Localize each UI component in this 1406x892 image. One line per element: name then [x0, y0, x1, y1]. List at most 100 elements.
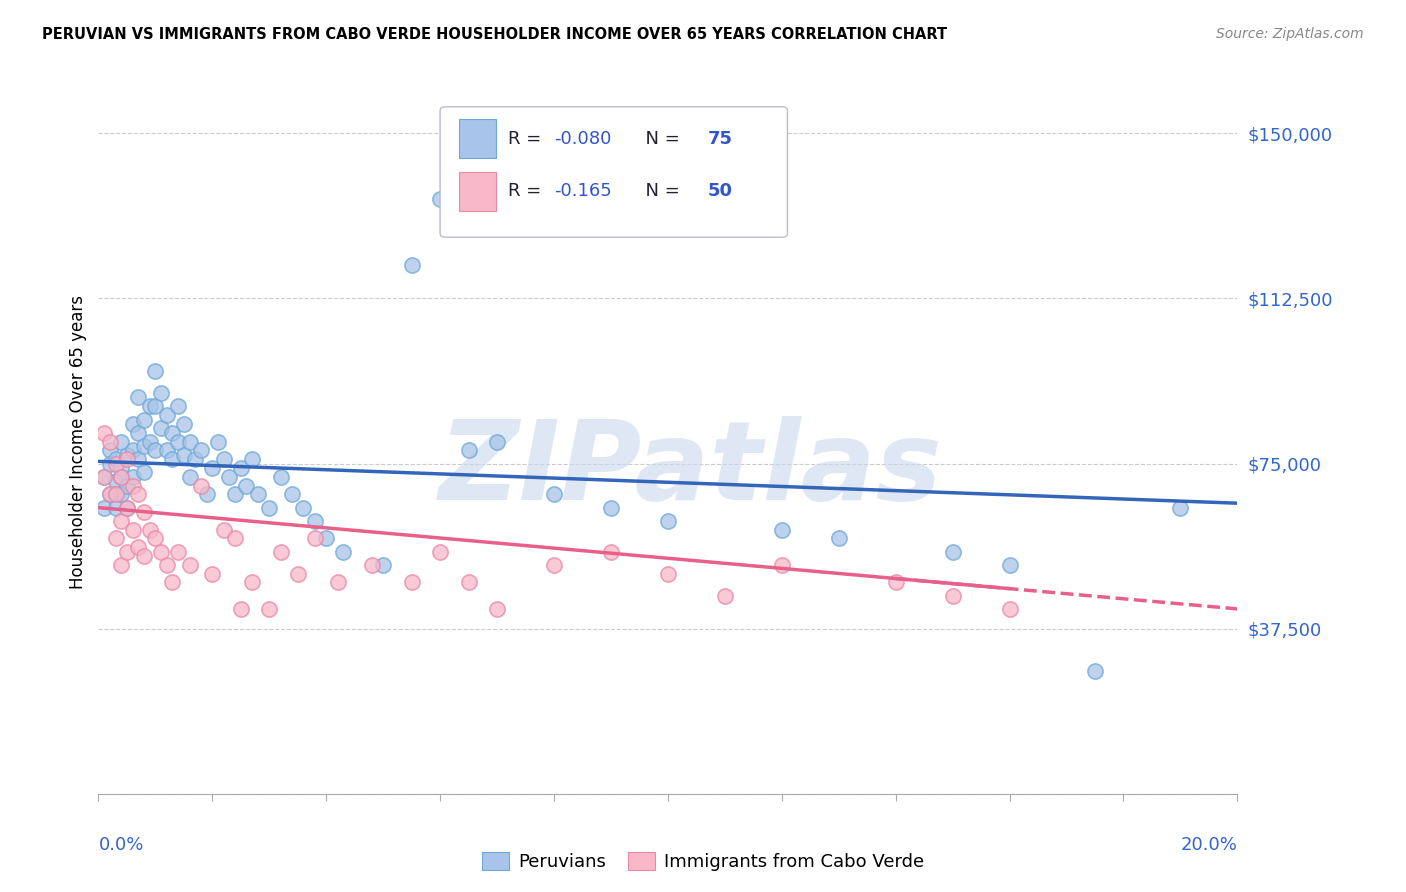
Point	[281, 487, 304, 501]
Point	[110, 434, 132, 449]
Text: 0.0%: 0.0%	[98, 836, 143, 854]
Bar	[460, 120, 496, 158]
Point	[657, 514, 679, 528]
Text: R =: R =	[509, 129, 547, 147]
FancyBboxPatch shape	[440, 107, 787, 237]
Point	[121, 469, 143, 483]
Point	[240, 575, 263, 590]
Point	[486, 434, 509, 449]
Point	[224, 487, 246, 501]
Point	[457, 575, 479, 590]
Point	[315, 532, 337, 546]
Point	[287, 566, 309, 581]
Point	[179, 469, 201, 483]
Point	[98, 457, 121, 471]
Point	[201, 566, 224, 581]
Point	[110, 469, 132, 483]
Point	[145, 400, 167, 414]
Point	[429, 192, 451, 206]
Point	[132, 505, 155, 519]
Point	[98, 434, 121, 449]
Legend: Peruvians, Immigrants from Cabo Verde: Peruvians, Immigrants from Cabo Verde	[475, 845, 931, 879]
Point	[167, 544, 190, 558]
Point	[93, 500, 115, 515]
Point	[270, 469, 292, 483]
Point	[246, 487, 269, 501]
Point	[98, 487, 121, 501]
Point	[360, 558, 382, 572]
Point	[942, 589, 965, 603]
Point	[145, 364, 167, 378]
Point	[104, 487, 127, 501]
Text: -0.165: -0.165	[554, 182, 612, 201]
Point	[173, 417, 195, 431]
Point	[115, 500, 138, 515]
Point	[373, 558, 395, 572]
Point	[229, 461, 252, 475]
Point	[115, 544, 138, 558]
Point	[1084, 664, 1107, 678]
Point	[304, 532, 326, 546]
Point	[110, 514, 132, 528]
Point	[115, 478, 138, 492]
Point	[600, 500, 623, 515]
Point	[132, 549, 155, 563]
Point	[156, 408, 179, 422]
Point	[110, 558, 132, 572]
Point	[162, 452, 184, 467]
Point	[115, 500, 138, 515]
Point	[110, 487, 132, 501]
Text: N =: N =	[634, 182, 685, 201]
Point	[104, 474, 127, 488]
Point	[115, 448, 138, 462]
Y-axis label: Householder Income Over 65 years: Householder Income Over 65 years	[69, 294, 87, 589]
Point	[235, 478, 257, 492]
Point	[145, 443, 167, 458]
Point	[121, 443, 143, 458]
Point	[121, 478, 143, 492]
Point	[195, 487, 218, 501]
Point	[218, 469, 240, 483]
Point	[212, 523, 235, 537]
Point	[486, 602, 509, 616]
Point	[657, 566, 679, 581]
Bar	[460, 172, 496, 211]
Point	[770, 523, 793, 537]
Point	[132, 412, 155, 426]
Point	[600, 544, 623, 558]
Point	[332, 544, 354, 558]
Point	[132, 439, 155, 453]
Point	[138, 400, 160, 414]
Point	[145, 532, 167, 546]
Point	[770, 558, 793, 572]
Point	[828, 532, 851, 546]
Point	[179, 434, 201, 449]
Text: Source: ZipAtlas.com: Source: ZipAtlas.com	[1216, 27, 1364, 41]
Text: ZIPatlas: ZIPatlas	[439, 417, 942, 524]
Point	[104, 500, 127, 515]
Point	[184, 452, 207, 467]
Point	[104, 532, 127, 546]
Point	[93, 469, 115, 483]
Point	[326, 575, 349, 590]
Point	[998, 558, 1021, 572]
Point	[714, 589, 737, 603]
Point	[98, 443, 121, 458]
Point	[104, 452, 127, 467]
Text: 20.0%: 20.0%	[1181, 836, 1237, 854]
Point	[115, 452, 138, 467]
Point	[224, 532, 246, 546]
Point	[942, 544, 965, 558]
Point	[150, 386, 173, 401]
Point	[167, 400, 190, 414]
Point	[259, 602, 281, 616]
Point	[127, 391, 149, 405]
Point	[156, 558, 179, 572]
Point	[138, 523, 160, 537]
Text: 50: 50	[707, 182, 733, 201]
Point	[998, 602, 1021, 616]
Point	[127, 452, 149, 467]
Point	[292, 500, 315, 515]
Point	[201, 461, 224, 475]
Point	[127, 541, 149, 555]
